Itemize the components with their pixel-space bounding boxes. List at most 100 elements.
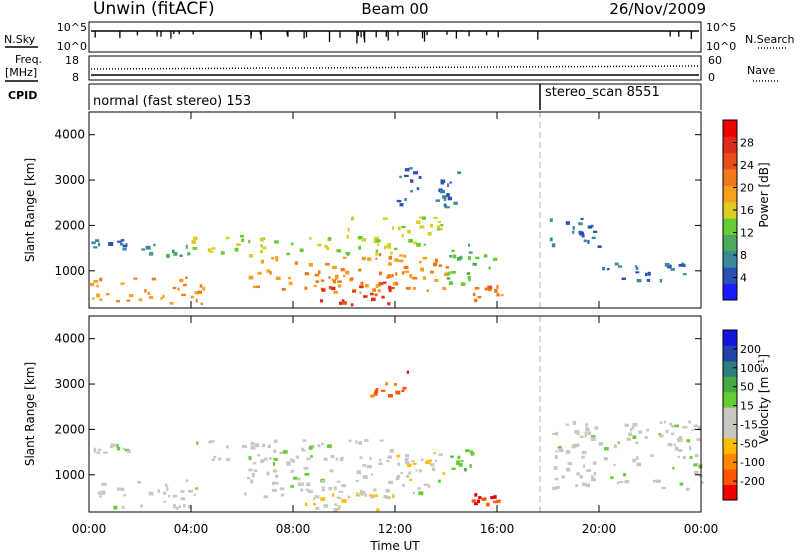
- scatter-cell: [359, 456, 363, 459]
- scatter-cell: [565, 423, 570, 426]
- scatter-cell: [332, 265, 337, 270]
- scatter-cell: [556, 486, 560, 490]
- scatter-cell: [696, 438, 702, 441]
- scatter-cell: [646, 279, 651, 282]
- scatter-cell: [370, 292, 374, 296]
- x-tick-label: 04:00: [174, 522, 209, 536]
- scatter-cell: [470, 451, 475, 456]
- scatter-cell: [413, 241, 417, 245]
- scatter-cell: [260, 259, 264, 264]
- scatter-cell: [647, 271, 651, 276]
- scatter-cell: [392, 282, 396, 286]
- scatter-cell: [635, 266, 639, 271]
- scatter-cell: [191, 240, 196, 244]
- scatter-cell: [631, 426, 635, 430]
- scatter-cell: [438, 453, 443, 457]
- scatter-cell: [434, 279, 439, 282]
- nave-right-top-tick: 60: [708, 54, 722, 67]
- scatter-cell: [351, 216, 354, 220]
- scatter-cell: [263, 457, 268, 461]
- scatter-cell: [379, 458, 382, 462]
- scatter-cell: [661, 486, 666, 490]
- scatter-cell: [326, 246, 330, 251]
- power-colorbar-swatch: [723, 152, 737, 170]
- scatter-cell: [624, 423, 629, 427]
- scatter-cell: [96, 451, 100, 454]
- scatter-cell: [356, 470, 362, 475]
- scatter-cell: [442, 195, 447, 199]
- scatter-cell: [401, 271, 405, 275]
- scatter-cell: [552, 432, 556, 435]
- scatter-cell: [120, 487, 125, 491]
- scatter-cell: [579, 231, 584, 236]
- scatter-cell: [582, 482, 587, 487]
- scatter-cell: [440, 224, 444, 227]
- power-y-ticks: 1000 2000 3000 4000: [54, 128, 701, 278]
- scatter-cell: [291, 242, 294, 246]
- scatter-cell: [137, 480, 141, 484]
- scatter-cell: [275, 256, 279, 259]
- scatter-cell: [581, 233, 585, 238]
- scatter-cell: [317, 243, 322, 247]
- scatter-cell: [432, 262, 438, 267]
- velocity-panel-frame: [88, 315, 702, 513]
- scatter-cell: [266, 269, 271, 273]
- scatter-cell: [343, 274, 346, 278]
- scatter-cell: [628, 432, 633, 437]
- scatter-cell: [457, 455, 461, 460]
- scatter-cell: [473, 298, 478, 303]
- x-tick-label: 08:00: [276, 522, 311, 536]
- scatter-cell: [180, 490, 185, 493]
- scatter-cell: [678, 264, 683, 267]
- noise-strip: N.Sky 10^5 10^0 10^5 10^0 N.Search: [4, 21, 795, 53]
- scatter-cell: [272, 488, 277, 492]
- scatter-cell: [257, 271, 262, 275]
- scatter-cell: [487, 285, 493, 289]
- scatter-cell: [385, 488, 390, 493]
- scatter-cell: [574, 443, 580, 447]
- scatter-cell: [328, 237, 332, 241]
- scatter-cell: [484, 287, 489, 291]
- scatter-cell: [603, 457, 608, 461]
- scatter-cell: [592, 461, 597, 465]
- scatter-cell: [561, 475, 565, 479]
- scatter-cell: [391, 287, 395, 290]
- scatter-cell: [418, 491, 424, 496]
- scatter-cell: [162, 294, 165, 299]
- scatter-cell: [390, 251, 393, 255]
- scatter-cell: [346, 234, 349, 239]
- cpid-segment-normal: normal (fast stereo) 153: [93, 94, 251, 109]
- scatter-cell: [659, 434, 664, 438]
- velocity-colorbar-tick-label: 50: [740, 381, 754, 394]
- scatter-cell: [500, 294, 504, 297]
- scatter-cell: [281, 287, 286, 291]
- scatter-cell: [590, 475, 594, 479]
- scatter-cell: [636, 462, 642, 467]
- scatter-cell: [242, 445, 247, 449]
- scatter-cell: [117, 240, 122, 243]
- scatter-cell: [386, 496, 391, 500]
- scatter-cell: [300, 482, 305, 486]
- x-tick-label: 20:00: [582, 522, 617, 536]
- scatter-cell: [388, 255, 392, 260]
- scatter-cell: [253, 285, 257, 289]
- scatter-cell: [442, 286, 447, 291]
- scatter-cell: [283, 450, 288, 454]
- scatter-cell: [613, 463, 616, 466]
- scatter-cell: [686, 487, 690, 491]
- velocity-panel: 1000 2000 3000 4000 00:00 04:00 08:00 12:00 16:…: [23, 315, 718, 553]
- scatter-cell: [295, 455, 299, 459]
- scatter-cell: [99, 495, 102, 498]
- scatter-cell: [290, 485, 294, 488]
- scatter-cell: [179, 278, 184, 283]
- scatter-cell: [664, 262, 670, 267]
- scatter-cell: [444, 272, 449, 277]
- scatter-cell: [183, 504, 186, 508]
- scatter-cell: [402, 483, 405, 487]
- scatter-cell: [358, 245, 361, 250]
- beam-label: Beam 00: [361, 0, 428, 18]
- velocity-colorbar-tick-label: -15: [740, 418, 758, 431]
- scatter-cell: [267, 444, 271, 449]
- y-tick-label: 3000: [54, 173, 85, 187]
